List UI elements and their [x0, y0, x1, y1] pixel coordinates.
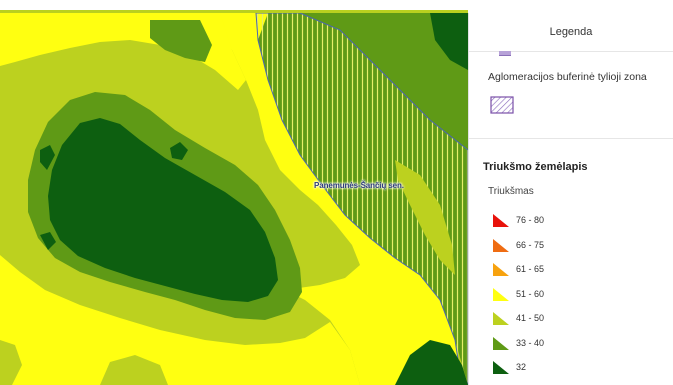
noise-class-swatch — [493, 336, 509, 350]
legend-title: Legenda — [469, 13, 673, 52]
top-bar-map-strip — [0, 10, 468, 13]
noise-class-61-65: 61 - 65 — [491, 257, 544, 282]
zone-33-40-southwest — [0, 340, 22, 385]
noise-class-51-60: 51 - 60 — [491, 282, 544, 307]
noise-class-label: 51 - 60 — [516, 288, 545, 299]
zone-32-speck-2 — [170, 142, 188, 160]
noise-map-title: Triukšmo žemėlapis — [483, 161, 588, 173]
noise-subtitle: Triukšmas — [488, 186, 534, 197]
zone-32-core — [48, 118, 278, 302]
noise-class-41-50: 41 - 50 — [491, 306, 544, 331]
legend-previous-item-swatch — [499, 51, 511, 56]
noise-class-label: 33 - 40 — [516, 337, 545, 348]
noise-class-33-40: 33 - 40 — [491, 331, 544, 356]
noise-class-66-75: 66 - 75 — [491, 233, 544, 258]
zone-33-40-northwest — [150, 20, 212, 62]
noise-class-label: 66 - 75 — [516, 239, 545, 250]
district-label: Panemunės-Šančių sen. — [314, 181, 404, 190]
zone-32-northeast — [430, 13, 468, 70]
zone-51-60-south — [0, 255, 360, 385]
noise-class-76-80: 76 - 80 — [491, 208, 544, 233]
legend-panel[interactable]: Legenda Aglomeracijos buferinė tylioji z… — [468, 13, 673, 385]
noise-class-label: 32 — [516, 362, 527, 373]
buffer-quiet-zone — [255, 12, 469, 385]
noise-class-label: 61 - 65 — [516, 264, 545, 275]
noise-class-label: 41 - 50 — [516, 313, 545, 324]
noise-class-swatch — [493, 287, 509, 301]
buffer-zone-label: Aglomeracijos buferinė tylioji zona — [488, 71, 647, 83]
noise-class-swatch — [493, 312, 509, 326]
noise-class-swatch — [493, 263, 509, 277]
noise-class-32: 32 — [491, 355, 544, 380]
noise-class-swatch — [493, 238, 509, 252]
noise-class-swatch — [493, 361, 509, 375]
legend-divider — [469, 138, 673, 139]
zone-51-60-corridor — [210, 13, 462, 385]
top-bar — [0, 0, 673, 13]
noise-class-list: 76 - 80 66 - 75 61 - 65 51 - 60 41 - 50 … — [491, 208, 544, 380]
zone-32-speck-3 — [40, 232, 56, 250]
noise-class-label: 76 - 80 — [516, 215, 545, 226]
buffer-zone-swatch — [490, 96, 514, 114]
zone-33-40-south — [100, 355, 168, 385]
zone-32-southeast — [395, 340, 468, 385]
zone-32-speck-1 — [40, 145, 55, 170]
zone-41-50-east-strip — [395, 160, 455, 275]
noise-class-swatch — [493, 214, 509, 228]
